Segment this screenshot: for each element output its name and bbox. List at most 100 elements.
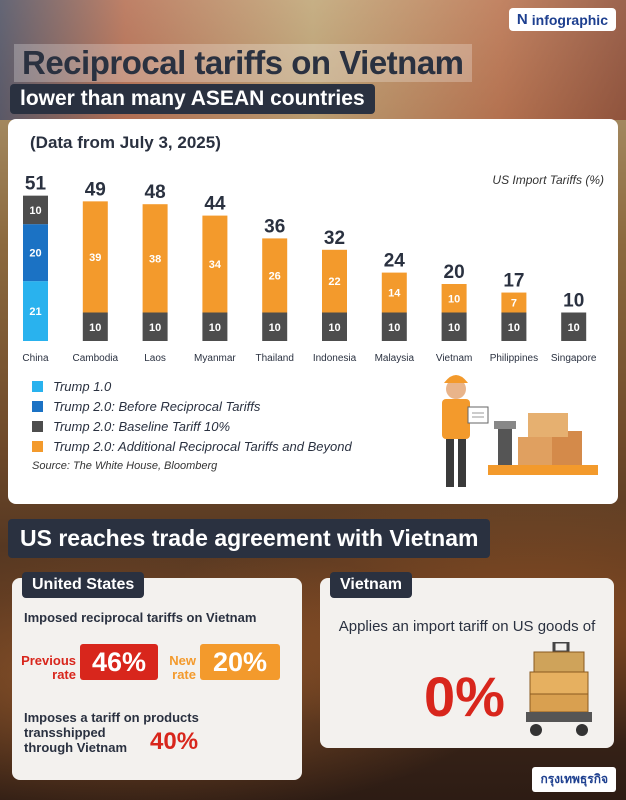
worker-with-boxes-illustration xyxy=(442,375,598,487)
category-label: Indonesia xyxy=(313,353,357,364)
bar-segment-label: 10 xyxy=(448,293,460,305)
category-label: Singapore xyxy=(551,353,597,364)
previous-rate-label: Previous rate xyxy=(21,653,76,682)
bar-total-label: 51 xyxy=(25,174,47,195)
bar-segment xyxy=(561,312,587,341)
bar-segment xyxy=(23,224,48,282)
bar-segment-label: 14 xyxy=(388,288,401,300)
category-label: Thailand xyxy=(256,353,294,364)
vietnam-import-text: Applies an import tariff on US goods of xyxy=(338,618,596,635)
bar-segment-label: 10 xyxy=(89,322,101,334)
imposed-text: Imposed reciprocal tariffs on Vietnam xyxy=(24,610,257,625)
new-rate-badge: 20% xyxy=(200,644,280,680)
bar-segment xyxy=(23,281,48,341)
bar-segment xyxy=(82,312,108,341)
bar-segment xyxy=(262,238,288,313)
legend-swatch xyxy=(32,400,43,412)
bar-segment-label: 10 xyxy=(568,322,580,334)
new-rate-label: New rate xyxy=(169,653,196,682)
bar-segment xyxy=(23,195,48,225)
bar-segment xyxy=(441,284,467,313)
transship-text: Imposes a tariff on products transshippe… xyxy=(24,710,199,740)
bar-segment xyxy=(202,215,228,313)
bar-segment-label: 20 xyxy=(29,248,41,260)
bar-total-label: 17 xyxy=(503,271,524,292)
bar-segment xyxy=(381,312,407,341)
legend-label: Trump 2.0: Baseline Tariff 10% xyxy=(53,418,231,434)
brand-logo-icon: N xyxy=(516,11,528,28)
bar-segment xyxy=(501,292,527,313)
page-subtitle: lower than many ASEAN countries xyxy=(10,84,375,114)
category-label: Malaysia xyxy=(375,353,415,364)
bar-segment-label: 10 xyxy=(328,322,340,334)
legend-label: Trump 2.0: Before Reciprocal Tariffs xyxy=(53,398,261,414)
bar-segment xyxy=(142,312,168,341)
bar-segment-label: 10 xyxy=(29,205,41,217)
legend-label: Trump 2.0: Additional Reciprocal Tariffs… xyxy=(53,438,352,454)
legend-item: Trump 2.0: Baseline Tariff 10% xyxy=(32,416,352,436)
transship-text-line2: through Vietnam xyxy=(24,740,128,755)
bar-segment-label: 10 xyxy=(508,322,520,334)
legend-item: Trump 2.0: Before Reciprocal Tariffs xyxy=(32,396,352,416)
vietnam-import-rate: 0% xyxy=(424,665,505,728)
category-label: Cambodia xyxy=(73,353,119,364)
category-label: Philippines xyxy=(490,353,538,364)
transship-rate: 40% xyxy=(150,728,199,755)
united-states-tag: United States xyxy=(22,572,145,598)
bar-total-label: 44 xyxy=(204,194,226,215)
chart-source: Source: The White House, Bloomberg xyxy=(32,460,218,472)
legend-swatch xyxy=(32,440,43,452)
bar-segment xyxy=(322,312,347,341)
bar-total-label: 10 xyxy=(563,291,584,312)
bar-segment xyxy=(142,204,168,313)
brand-logo: N infographic xyxy=(508,8,616,31)
bar-segment xyxy=(202,312,228,341)
bar-segment xyxy=(381,272,407,313)
bar-total-label: 20 xyxy=(444,262,465,283)
bar-segment xyxy=(501,312,527,341)
vietnam-tag: Vietnam xyxy=(330,572,412,598)
chart-card: (Data from July 3, 2025) US Import Tarif… xyxy=(8,119,618,504)
bar-total-label: 36 xyxy=(264,216,285,237)
bar-total-label: 49 xyxy=(85,179,106,200)
bar-segment-label: 10 xyxy=(209,322,221,334)
bar-segment xyxy=(322,249,347,313)
bar-segment-label: 38 xyxy=(149,253,161,265)
united-states-card: United States Imposed reciprocal tariffs… xyxy=(12,572,302,780)
bar-segment-label: 10 xyxy=(448,322,460,334)
bar-segment-label: 10 xyxy=(149,322,161,334)
bar-total-label: 24 xyxy=(384,251,406,272)
bar-total-label: 32 xyxy=(324,228,345,249)
previous-rate-badge: 46% xyxy=(80,644,158,680)
tariff-bar-chart: 21 20 10 51 China 10 39 49 Cambodia 10 38 48 Laos 10 3… xyxy=(22,174,597,364)
legend-swatch xyxy=(32,380,43,392)
vietnam-card: Vietnam Applies an import tariff on US g… xyxy=(320,572,614,748)
bar-segment xyxy=(441,312,467,341)
luggage-cart-icon xyxy=(526,642,592,736)
bar-segment-label: 10 xyxy=(269,322,281,334)
category-label: China xyxy=(22,353,49,364)
bar-segment-label: 10 xyxy=(388,322,400,334)
bar-segment-label: 7 xyxy=(511,298,517,310)
footer-brand-logo: กรุงเทพธุรกิจ xyxy=(532,767,616,792)
brand-logo-text: infographic xyxy=(531,11,608,28)
legend-item: Trump 2.0: Additional Reciprocal Tariffs… xyxy=(32,436,352,456)
bar-segment-label: 34 xyxy=(209,259,222,271)
category-label: Myanmar xyxy=(194,353,236,364)
bar-segment xyxy=(262,312,288,341)
category-label: Laos xyxy=(144,353,166,364)
chart-legend: Trump 1.0 Trump 2.0: Before Reciprocal T… xyxy=(32,376,352,456)
legend-item: Trump 1.0 xyxy=(32,376,352,396)
category-label: Vietnam xyxy=(436,353,473,364)
chart-ylabel: US Import Tariffs (%) xyxy=(492,173,604,187)
page-title: Reciprocal tariffs on Vietnam xyxy=(14,44,472,82)
bar-total-label: 48 xyxy=(145,182,166,203)
legend-label: Trump 1.0 xyxy=(53,378,112,394)
bar-segment-label: 39 xyxy=(89,252,101,264)
bar-segment-label: 22 xyxy=(328,276,340,288)
bar-segment-label: 21 xyxy=(29,306,41,318)
bar-segment xyxy=(82,201,108,313)
agreement-section-title: US reaches trade agreement with Vietnam xyxy=(8,519,491,558)
chart-date-label: (Data from July 3, 2025) xyxy=(30,133,221,152)
bar-segment-label: 26 xyxy=(269,270,281,282)
